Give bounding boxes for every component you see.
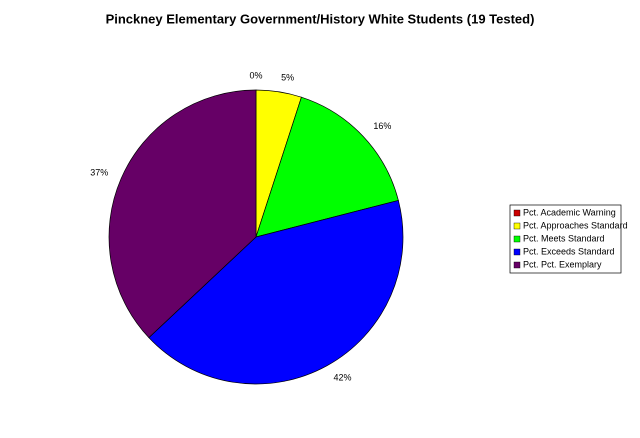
data-label: 37% xyxy=(90,167,108,177)
legend-label: Pct. Academic Warning xyxy=(523,207,616,217)
data-label: 0% xyxy=(249,70,262,80)
legend-label: Pct. Meets Standard xyxy=(523,233,605,243)
legend-box xyxy=(509,204,622,274)
legend-label: Pct. Exceeds Standard xyxy=(523,246,615,256)
legend-swatch xyxy=(513,209,521,217)
legend-swatch xyxy=(513,235,521,243)
legend-swatch xyxy=(513,248,521,256)
data-label: 16% xyxy=(373,121,391,131)
data-label: 42% xyxy=(334,372,352,382)
legend-label: Pct. Pct. Exemplary xyxy=(523,259,602,269)
pie-slice xyxy=(108,89,257,339)
legend-swatch xyxy=(513,261,521,269)
legend-label: Pct. Approaches Standard xyxy=(523,220,628,230)
chart-title: Pinckney Elementary Government/History W… xyxy=(106,11,535,26)
data-label: 5% xyxy=(281,72,294,82)
legend-swatch xyxy=(513,222,521,230)
pie-slice xyxy=(255,96,399,238)
pie-slice xyxy=(148,200,404,385)
